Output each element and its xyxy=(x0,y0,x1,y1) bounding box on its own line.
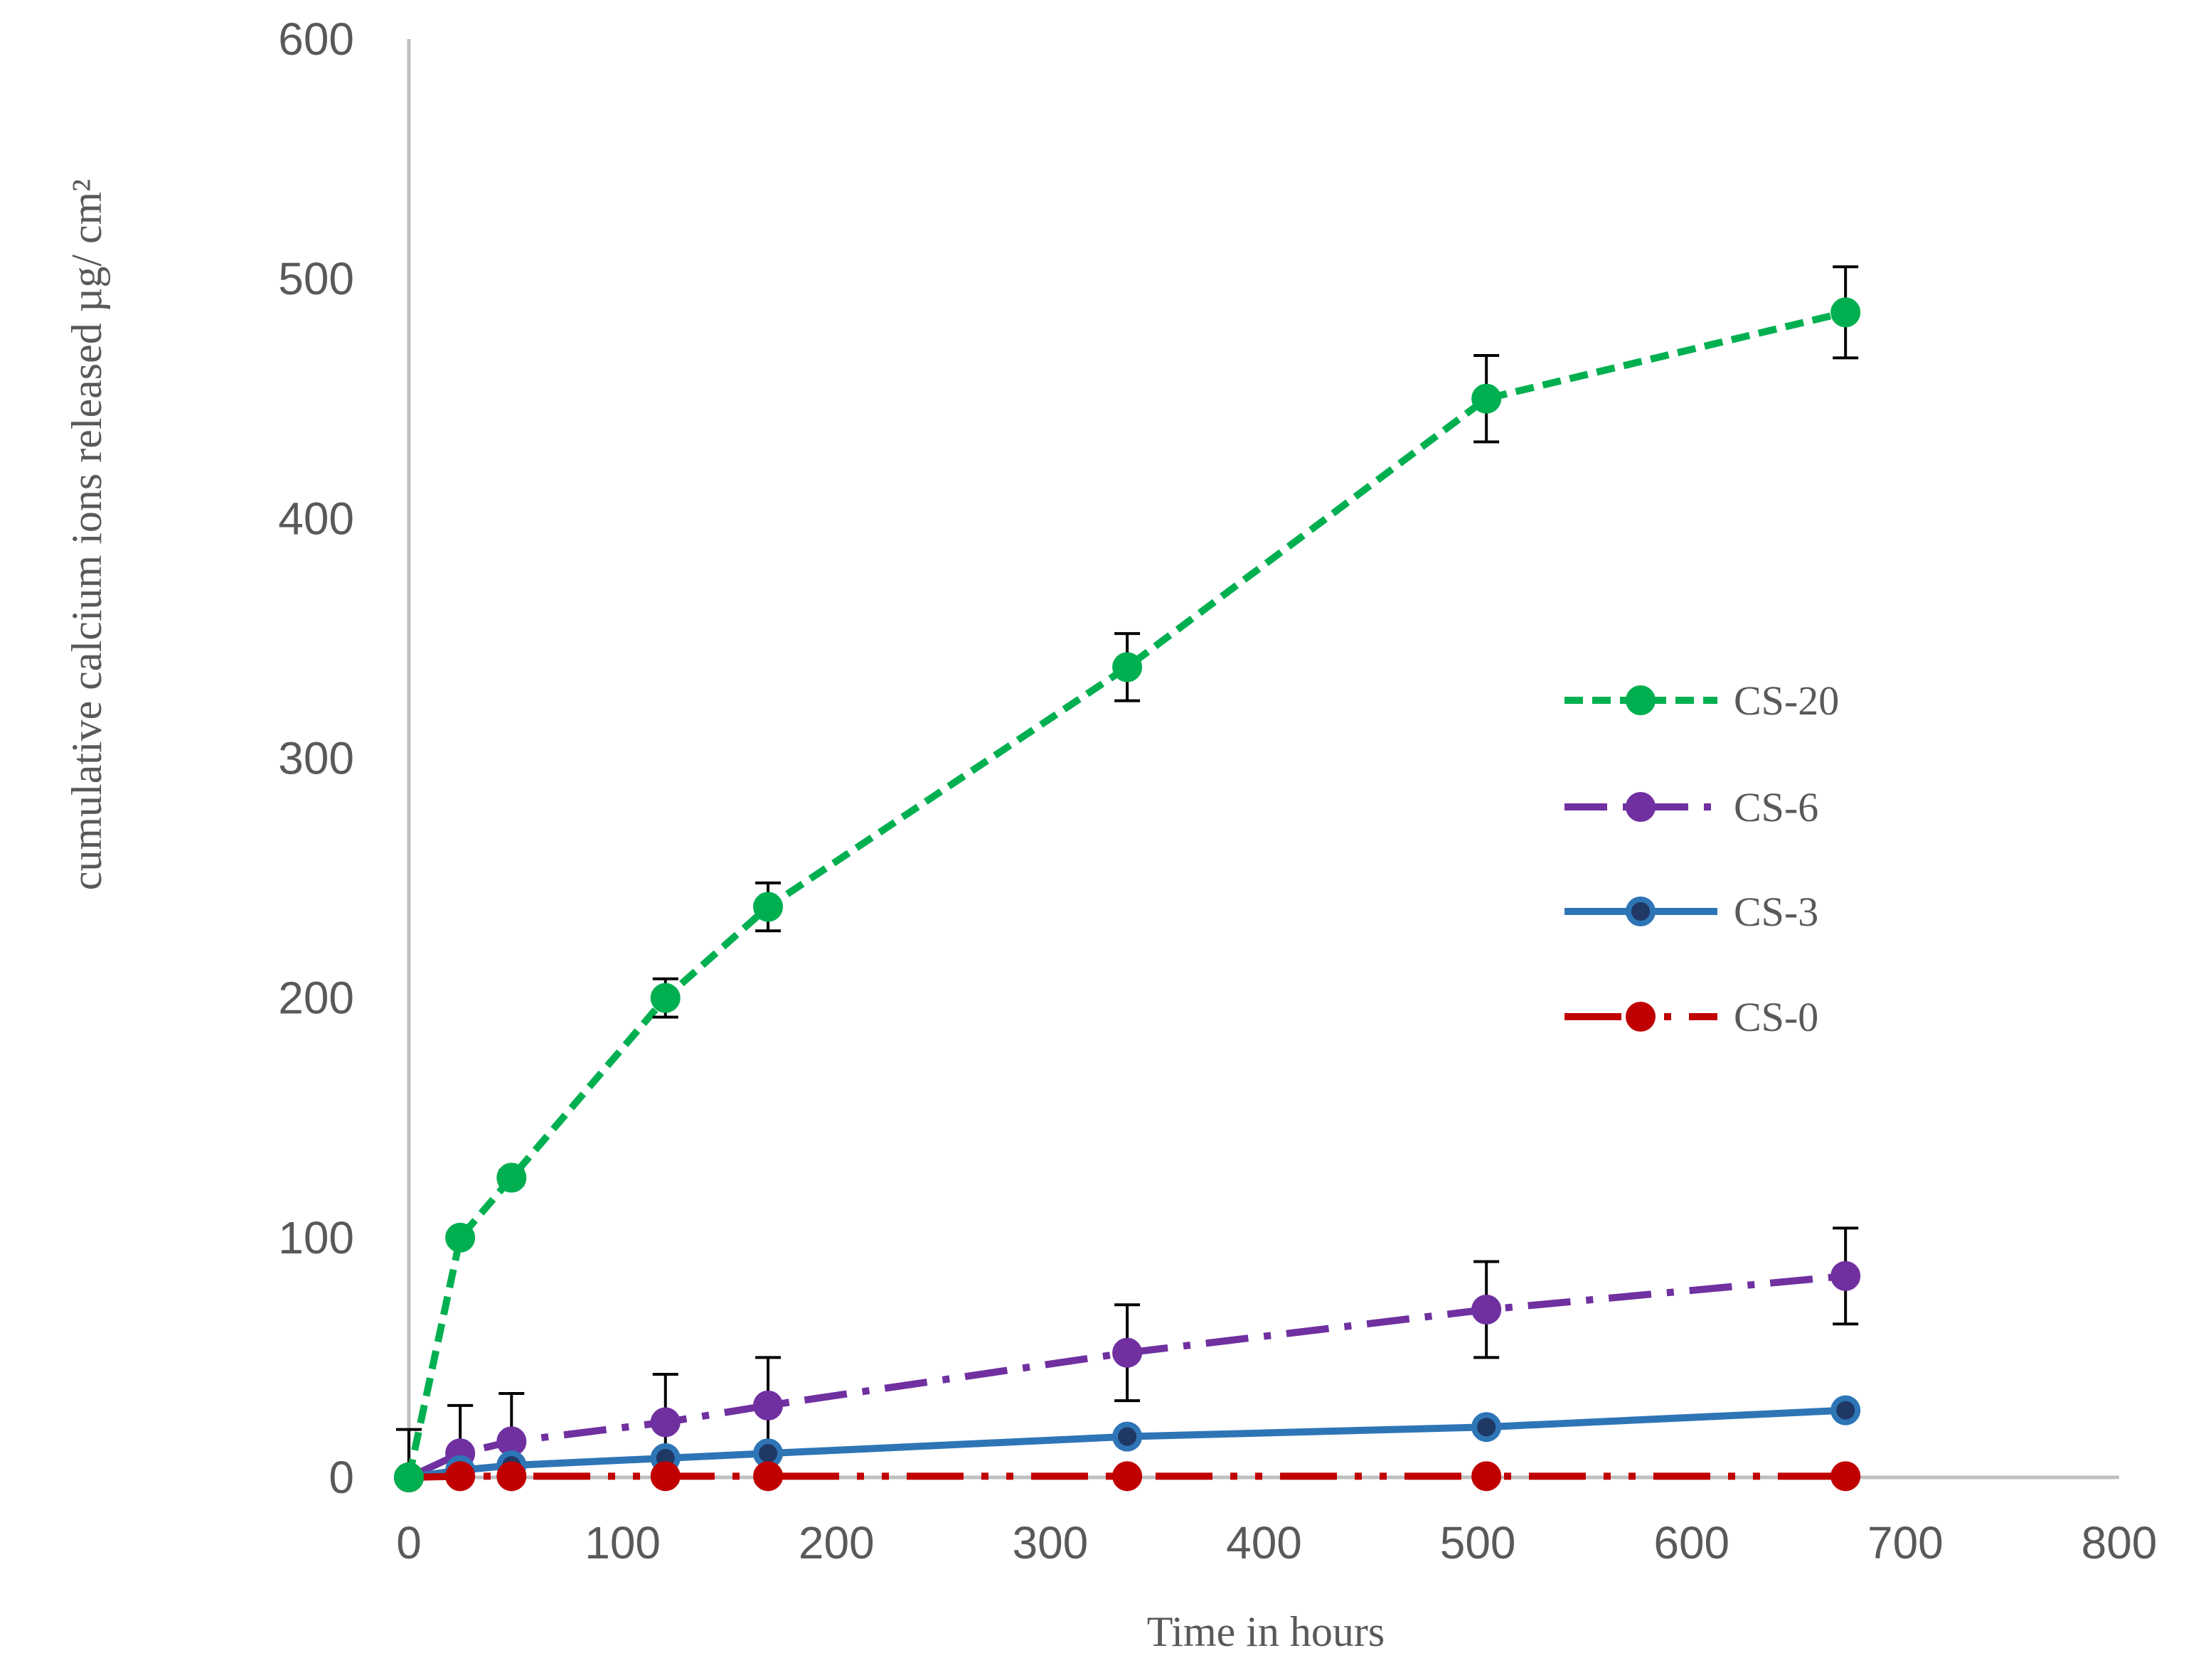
legend-marker xyxy=(1626,792,1656,822)
data-point xyxy=(445,1461,476,1492)
x-tick-label: 400 xyxy=(1226,1517,1302,1568)
legend: CS-20 CS-6 CS-3 CS-0 xyxy=(1564,678,1839,1040)
data-point xyxy=(496,1426,527,1457)
x-tick-label: 800 xyxy=(2081,1517,2158,1568)
x-tick-label: 300 xyxy=(1012,1517,1088,1568)
x-tick-label: 0 xyxy=(396,1517,422,1568)
data-point xyxy=(650,1407,681,1438)
legend-item-cs-20: CS-20 xyxy=(1564,678,1839,724)
data-point xyxy=(1830,1395,1861,1425)
legend-item-cs-6: CS-6 xyxy=(1564,784,1818,830)
data-point xyxy=(1830,1261,1861,1291)
legend-label: CS-3 xyxy=(1734,889,1818,935)
legend-label: CS-20 xyxy=(1734,678,1839,724)
y-tick-label: 100 xyxy=(278,1212,354,1263)
legend-label: CS-0 xyxy=(1734,994,1818,1040)
data-point xyxy=(394,1462,424,1492)
series-line xyxy=(405,309,1847,1479)
data-point xyxy=(496,1461,527,1492)
y-tick-label: 600 xyxy=(278,14,354,65)
tick-labels: 0 100 200 300 400 500 600 700 800 0 100 200 300 400 50… xyxy=(278,14,2157,1568)
data-point xyxy=(1471,383,1502,414)
data-point xyxy=(1471,1294,1502,1325)
x-tick-label: 100 xyxy=(585,1517,661,1568)
data-point xyxy=(1830,1461,1861,1492)
legend-marker xyxy=(1626,897,1656,926)
data-point xyxy=(650,983,681,1013)
data-point xyxy=(496,1162,527,1193)
axes xyxy=(407,39,2119,1480)
y-axis-title: cumulative calcium ions released µg/ cm² xyxy=(63,179,110,891)
y-tick-label: 500 xyxy=(278,253,354,304)
legend-item-cs-3: CS-3 xyxy=(1564,889,1818,935)
series-line xyxy=(408,1472,1846,1481)
data-point xyxy=(1112,1461,1143,1492)
series-cs-20 xyxy=(394,265,1861,1492)
data-point xyxy=(753,1461,784,1492)
data-point xyxy=(1112,1337,1143,1368)
data-point xyxy=(753,1390,784,1420)
data-point xyxy=(1471,1461,1502,1492)
y-tick-label: 200 xyxy=(278,973,354,1024)
x-tick-label: 200 xyxy=(799,1517,875,1568)
y-tick-label: 300 xyxy=(278,733,354,784)
data-point xyxy=(753,892,784,922)
legend-marker xyxy=(1626,685,1656,715)
x-tick-label: 600 xyxy=(1653,1517,1729,1568)
x-axis-title: Time in hours xyxy=(1147,1608,1385,1655)
data-point xyxy=(1112,652,1143,683)
data-series xyxy=(394,265,1861,1492)
legend-item-cs-0: CS-0 xyxy=(1564,994,1818,1040)
data-point xyxy=(1471,1412,1502,1443)
y-tick-label: 400 xyxy=(278,493,354,544)
legend-marker xyxy=(1626,1002,1656,1032)
data-point xyxy=(1112,1421,1143,1452)
data-point xyxy=(1830,297,1861,328)
x-tick-label: 500 xyxy=(1440,1517,1516,1568)
legend-label: CS-6 xyxy=(1734,784,1818,830)
x-tick-label: 700 xyxy=(1867,1517,1944,1568)
y-tick-label: 0 xyxy=(329,1452,354,1503)
data-point xyxy=(650,1461,681,1492)
data-point xyxy=(445,1222,476,1253)
